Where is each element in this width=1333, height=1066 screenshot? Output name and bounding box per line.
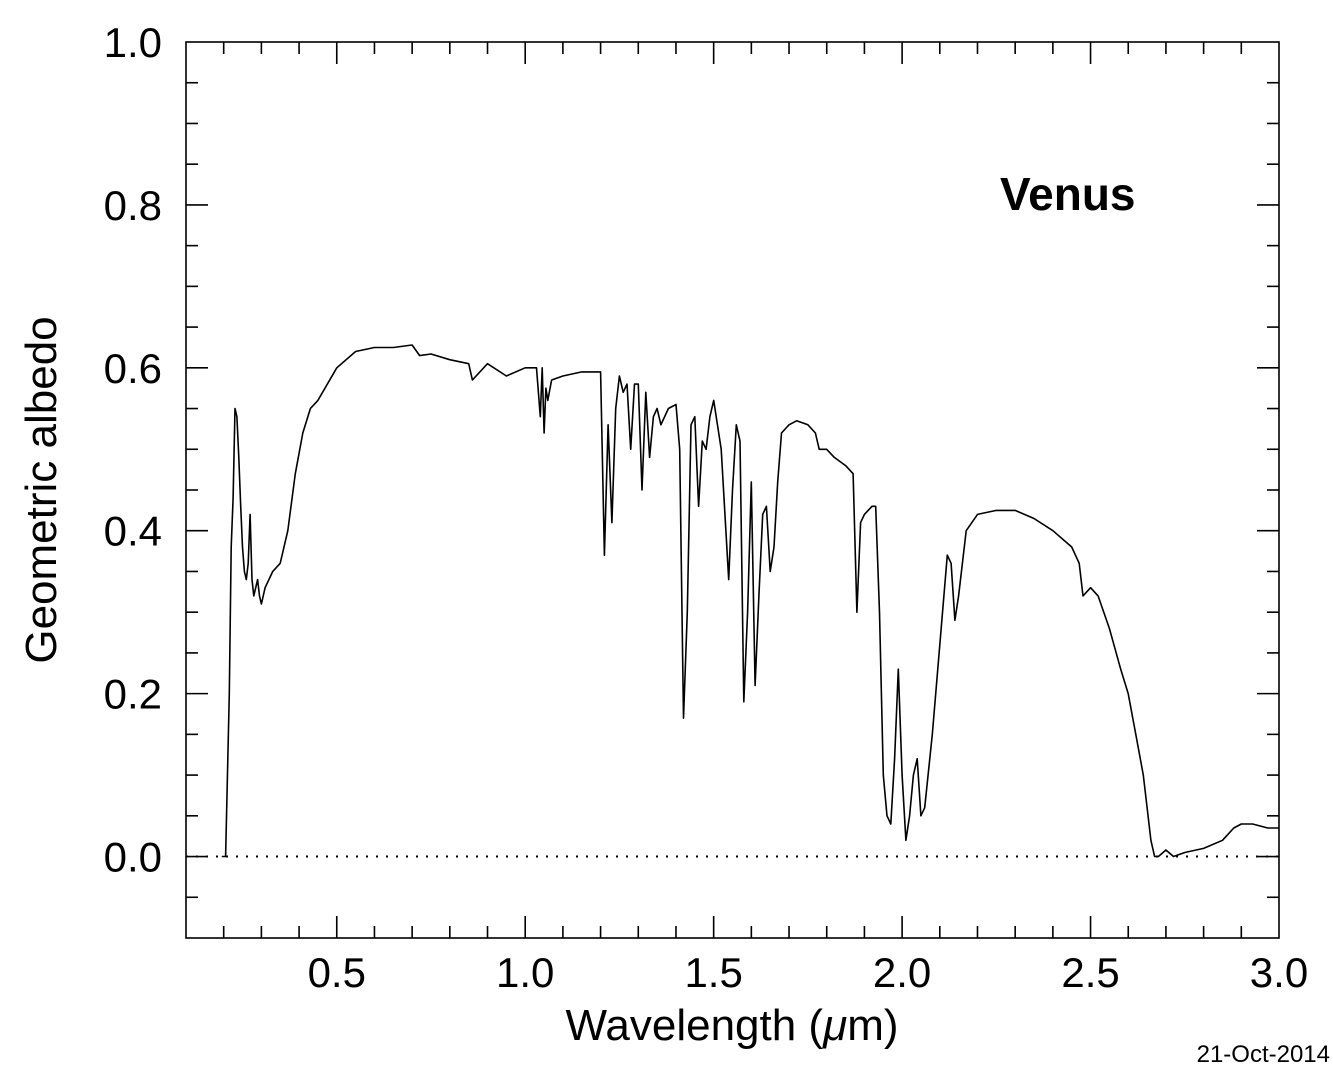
x-tick-labels: 0.5 1.0 1.5 2.0 2.5 3.0 [308, 949, 1309, 996]
date-stamp: 21-Oct-2014 [1197, 1041, 1330, 1066]
albedo-series-line [221, 344, 1279, 858]
venus-annotation: Venus [1000, 168, 1136, 220]
y-tick-labels: 0.0 0.2 0.4 0.6 0.8 1.0 [104, 19, 162, 881]
y-tick-label: 0.0 [104, 834, 162, 881]
x-axis-title-unit: m) [847, 1001, 898, 1050]
x-tick-label: 3.0 [1250, 949, 1308, 996]
x-axis-title-mu: μ [822, 1001, 847, 1050]
x-tick-label: 1.0 [496, 949, 554, 996]
x-tick-label: 2.5 [1061, 949, 1119, 996]
axis-ticks [186, 42, 1279, 938]
x-tick-label: 0.5 [308, 949, 366, 996]
y-tick-label: 0.4 [104, 508, 162, 555]
x-tick-label: 2.0 [873, 949, 931, 996]
plot-frame [185, 41, 1280, 939]
y-tick-label: 0.6 [104, 345, 162, 392]
y-tick-label: 0.2 [104, 671, 162, 718]
y-tick-label: 1.0 [104, 19, 162, 66]
x-axis-title: Wavelength (μm) [565, 1001, 898, 1050]
y-axis-title: Geometric albedo [17, 316, 66, 663]
x-tick-label: 1.5 [684, 949, 742, 996]
y-tick-label: 0.8 [104, 182, 162, 229]
x-axis-title-main: Wavelength ( [565, 1001, 823, 1050]
